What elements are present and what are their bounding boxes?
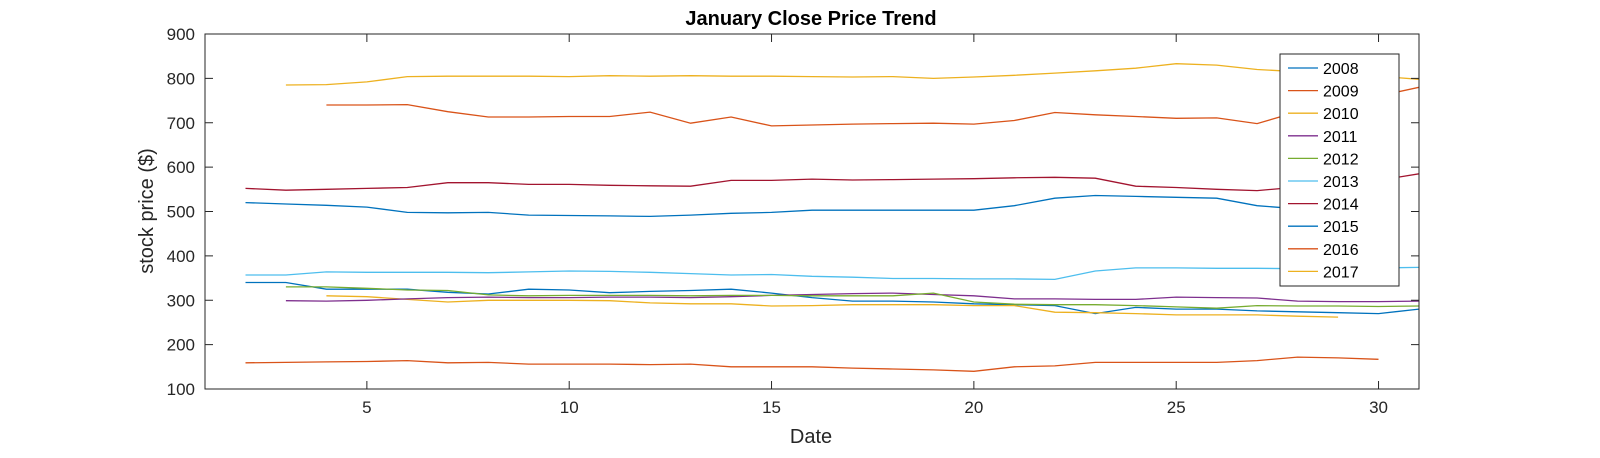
legend: 2008 2009 2010 2011 2012 2013 2014 2015 2016 2017 (1279, 53, 1400, 287)
series-line-2008 (245, 281, 1419, 315)
series-line-2009 (245, 356, 1379, 372)
legend-label-2009: 2009 (1323, 84, 1359, 101)
legend-box (1279, 53, 1400, 287)
series-line-2012 (285, 286, 1419, 309)
series-line-2013 (245, 266, 1419, 281)
x-tick-label: 10 (560, 398, 579, 417)
y-tick-label: 700 (167, 114, 195, 133)
legend-label-2014: 2014 (1323, 197, 1359, 214)
legend-label-2011: 2011 (1323, 129, 1358, 146)
legend-label-2017: 2017 (1323, 264, 1359, 281)
series-layer (245, 63, 1419, 372)
x-tick-label: 15 (762, 398, 781, 417)
y-tick-label: 500 (167, 203, 195, 222)
plot-area (205, 34, 1419, 389)
axes-layer: 5 10 15 20 25 30 100 200 300 400 500 600 700 800 900 (167, 25, 1420, 417)
x-tick-label: 25 (1167, 398, 1186, 417)
y-tick-label: 800 (167, 69, 195, 88)
chart-title: January Close Price Trend (685, 8, 936, 30)
x-axis-label: Date (790, 426, 832, 448)
legend-label-2008: 2008 (1323, 61, 1359, 78)
legend-label-2010: 2010 (1323, 106, 1359, 123)
y-tick-label: 400 (167, 247, 195, 266)
series-line-2011 (285, 292, 1419, 303)
series-line-2017 (285, 63, 1419, 86)
series-line-2016 (326, 86, 1419, 127)
series-line-2010 (326, 295, 1339, 318)
y-axis-label: stock price ($) (136, 148, 158, 274)
y-tick-label: 100 (167, 380, 195, 399)
x-tick-label: 20 (964, 398, 983, 417)
series-line-2015 (245, 194, 1339, 218)
legend-label-2013: 2013 (1323, 174, 1359, 191)
y-tick-label: 900 (167, 25, 195, 44)
y-tick-label: 300 (167, 291, 195, 310)
y-tick-label: 600 (167, 158, 195, 177)
x-tick-label: 30 (1369, 398, 1388, 417)
legend-label-2015: 2015 (1323, 219, 1359, 236)
legend-label-2012: 2012 (1323, 151, 1359, 168)
legend-label-2016: 2016 (1323, 242, 1359, 259)
x-tick-label: 5 (362, 398, 371, 417)
series-line-2014 (245, 173, 1419, 192)
y-tick-label: 200 (167, 336, 195, 355)
